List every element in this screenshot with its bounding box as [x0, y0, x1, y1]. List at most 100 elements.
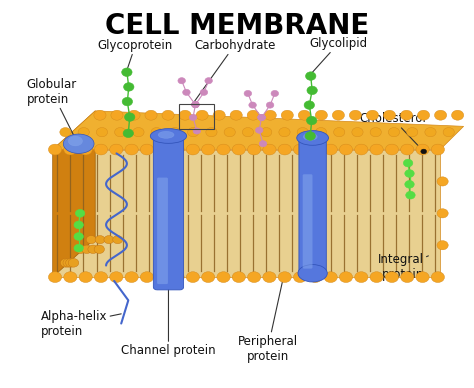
Circle shape [355, 272, 368, 282]
Circle shape [401, 110, 412, 120]
Text: Channel protein: Channel protein [121, 284, 216, 357]
Circle shape [145, 110, 157, 120]
Circle shape [230, 110, 242, 120]
Circle shape [111, 110, 123, 120]
Ellipse shape [64, 134, 94, 153]
Circle shape [425, 128, 436, 137]
Circle shape [78, 128, 89, 137]
Circle shape [182, 89, 190, 95]
Circle shape [259, 140, 267, 147]
Polygon shape [53, 111, 464, 149]
Circle shape [128, 110, 140, 120]
Circle shape [247, 272, 261, 282]
Circle shape [48, 272, 62, 282]
Circle shape [306, 72, 316, 80]
Circle shape [232, 144, 246, 155]
Circle shape [140, 272, 154, 282]
Text: Carbohydrate: Carbohydrate [192, 39, 275, 105]
Circle shape [193, 128, 201, 134]
Bar [179, 104, 214, 129]
Circle shape [64, 144, 77, 155]
Circle shape [297, 128, 309, 137]
Ellipse shape [297, 131, 328, 145]
Text: Peripheral
protein: Peripheral protein [237, 273, 298, 363]
Circle shape [94, 110, 106, 120]
Circle shape [437, 241, 448, 250]
Circle shape [68, 258, 79, 267]
Circle shape [401, 144, 414, 155]
Circle shape [94, 272, 108, 282]
Circle shape [82, 245, 92, 253]
Circle shape [115, 128, 126, 137]
Circle shape [370, 144, 383, 155]
FancyBboxPatch shape [154, 135, 183, 290]
Circle shape [74, 221, 83, 229]
Circle shape [355, 144, 368, 155]
Circle shape [271, 90, 279, 97]
Circle shape [315, 128, 327, 137]
Text: Glycoprotein: Glycoprotein [98, 39, 173, 70]
Circle shape [151, 128, 162, 137]
Circle shape [60, 128, 71, 137]
Ellipse shape [303, 133, 317, 140]
Circle shape [189, 114, 197, 121]
Circle shape [416, 272, 429, 282]
Circle shape [437, 209, 448, 218]
Circle shape [232, 272, 246, 282]
Circle shape [191, 102, 199, 108]
Circle shape [191, 102, 199, 108]
Polygon shape [53, 149, 440, 277]
Text: Cholesterol: Cholesterol [359, 112, 426, 151]
Circle shape [405, 180, 414, 188]
Text: CELL MEMBRANE: CELL MEMBRANE [105, 12, 369, 40]
Circle shape [258, 114, 265, 121]
Text: Alpha-helix
protein: Alpha-helix protein [41, 310, 121, 338]
Circle shape [352, 128, 363, 137]
Circle shape [109, 144, 123, 155]
Circle shape [94, 144, 108, 155]
Circle shape [65, 258, 76, 267]
FancyBboxPatch shape [157, 178, 168, 284]
Circle shape [125, 272, 138, 282]
Circle shape [307, 116, 317, 125]
Circle shape [431, 272, 445, 282]
Circle shape [186, 144, 200, 155]
Circle shape [88, 245, 98, 253]
Circle shape [281, 110, 293, 120]
Ellipse shape [158, 132, 174, 139]
Circle shape [339, 272, 353, 282]
Circle shape [309, 144, 322, 155]
Text: Glycolipid: Glycolipid [310, 37, 368, 74]
Circle shape [171, 272, 184, 282]
Circle shape [255, 127, 263, 133]
Circle shape [307, 86, 318, 95]
Circle shape [366, 110, 379, 120]
Text: Integral
protein: Integral protein [378, 253, 428, 281]
Circle shape [407, 128, 418, 137]
Circle shape [125, 144, 138, 155]
Circle shape [416, 144, 429, 155]
Ellipse shape [68, 136, 82, 146]
Circle shape [205, 78, 212, 84]
Circle shape [64, 272, 77, 282]
Circle shape [48, 144, 62, 155]
Circle shape [349, 110, 362, 120]
Circle shape [104, 236, 114, 244]
Circle shape [94, 245, 104, 253]
Circle shape [334, 128, 345, 137]
Text: Globular
protein: Globular protein [27, 78, 77, 139]
Circle shape [75, 245, 86, 253]
Circle shape [109, 272, 123, 282]
Circle shape [196, 110, 208, 120]
Circle shape [437, 177, 448, 186]
Circle shape [278, 144, 292, 155]
Circle shape [293, 272, 307, 282]
Circle shape [309, 272, 322, 282]
Circle shape [406, 191, 415, 199]
Circle shape [60, 258, 71, 267]
Circle shape [79, 272, 92, 282]
Circle shape [155, 272, 169, 282]
Circle shape [201, 144, 215, 155]
Circle shape [305, 132, 316, 140]
Circle shape [169, 128, 181, 137]
